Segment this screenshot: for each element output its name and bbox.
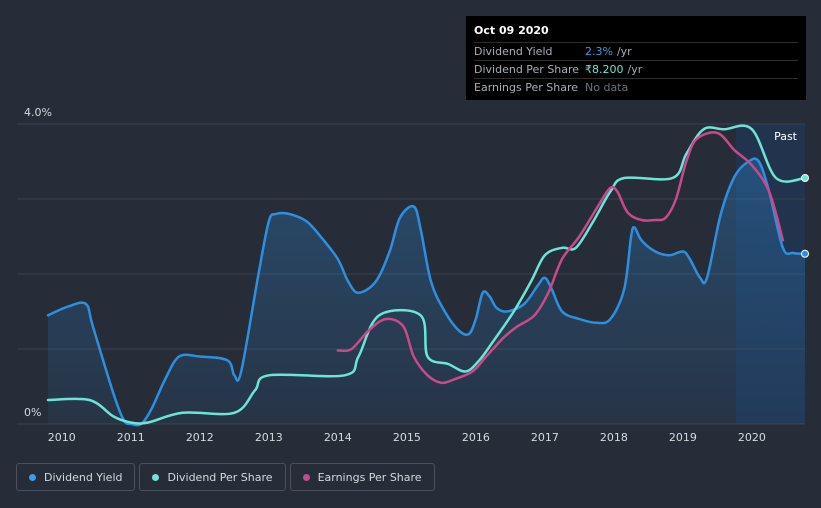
legend-item-dividend-per-share[interactable]: Dividend Per Share: [139, 463, 286, 491]
dividend-per-share-endpoint: [801, 174, 809, 182]
x-tick-label: 2019: [669, 431, 697, 444]
x-tick-label: 2017: [531, 431, 559, 444]
x-tick-label: 2013: [255, 431, 283, 444]
x-tick-label: 2014: [324, 431, 352, 444]
past-label: Past: [774, 130, 798, 143]
y-axis-label-bottom: 0%: [24, 406, 41, 419]
tooltip-row-earnings-per-share: Earnings Per Share No data: [474, 78, 798, 96]
tooltip-value: ₹8.200 /yr: [585, 63, 642, 76]
x-axis: 2010 2011 2012 2013 2014 2015 2016 2017 2018 2019…: [48, 431, 766, 444]
dividend-yield-unit: /yr: [616, 45, 632, 58]
dividend-per-share-value: ₹8.200: [585, 63, 624, 76]
tooltip-date: Oct 09 2020: [474, 24, 549, 37]
tooltip-value: 2.3% /yr: [585, 45, 632, 58]
legend-item-earnings-per-share[interactable]: Earnings Per Share: [289, 463, 435, 491]
tooltip-value: No data: [585, 81, 628, 94]
x-tick-label: 2011: [117, 431, 145, 444]
earnings-per-share-line: [336, 131, 785, 385]
tooltip: Oct 09 2020 Dividend Yield 2.3% /yr Divi…: [466, 16, 806, 100]
earnings-per-share-value: No data: [585, 81, 629, 94]
dividend-yield-line: [46, 157, 807, 427]
tooltip-label: Dividend Per Share: [474, 63, 580, 76]
x-tick-label: 2016: [462, 431, 490, 444]
x-tick-label: 2010: [48, 431, 76, 444]
legend: Dividend Yield Dividend Per Share Earnin…: [16, 463, 435, 491]
x-tick-label: 2015: [393, 431, 421, 444]
legend-label: Earnings Per Share: [317, 470, 422, 484]
tooltip-label: Earnings Per Share: [474, 81, 579, 94]
legend-item-dividend-yield[interactable]: Dividend Yield: [16, 463, 136, 491]
tooltip-row-dividend-yield: Dividend Yield 2.3% /yr: [474, 42, 798, 60]
legend-label: Dividend Yield: [44, 470, 123, 484]
tooltip-label: Dividend Yield: [474, 45, 553, 58]
y-axis-label-top: 4.0%: [24, 106, 52, 119]
earnings-per-share-dot-icon: [302, 473, 310, 481]
dividend-yield-endpoint: [801, 249, 809, 258]
dividend-per-share-unit: /yr: [627, 63, 643, 76]
dividend-per-share-line: [46, 124, 807, 425]
legend-label: Dividend Per Share: [167, 470, 273, 484]
x-tick-label: 2018: [600, 431, 628, 444]
series-layer: [46, 124, 809, 427]
dividend-yield-value: 2.3%: [585, 45, 613, 58]
dividend-yield-dot-icon: [29, 473, 36, 481]
tooltip-row-dividend-per-share: Dividend Per Share ₹8.200 /yr: [474, 60, 798, 78]
x-tick-label: 2020: [738, 431, 766, 444]
dividend-per-share-dot-icon: [152, 473, 160, 481]
dividend-yield-area: [48, 158, 805, 426]
x-tick-label: 2012: [186, 431, 214, 444]
